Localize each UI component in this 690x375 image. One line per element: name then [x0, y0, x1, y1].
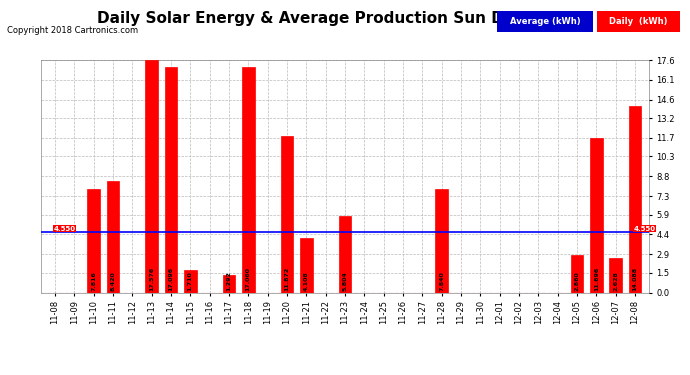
Bar — [281, 136, 293, 292]
Bar — [571, 255, 583, 292]
Text: 17.060: 17.060 — [246, 267, 250, 291]
Bar — [165, 67, 177, 292]
Bar — [590, 138, 602, 292]
Text: 11.696: 11.696 — [594, 267, 599, 291]
Text: 4.108: 4.108 — [304, 272, 309, 291]
Text: 5.804: 5.804 — [342, 272, 348, 291]
Text: 1.710: 1.710 — [188, 272, 193, 291]
Text: Average (kWh): Average (kWh) — [510, 17, 580, 26]
Bar — [435, 189, 448, 292]
Bar — [242, 67, 255, 292]
Bar — [184, 270, 197, 292]
Bar — [146, 60, 158, 292]
Text: 4.550: 4.550 — [633, 226, 656, 232]
Bar — [107, 181, 119, 292]
Bar — [300, 238, 313, 292]
Text: 17.576: 17.576 — [149, 267, 154, 291]
Bar — [629, 106, 641, 292]
Text: 7.840: 7.840 — [440, 272, 444, 291]
Text: 1.292: 1.292 — [226, 271, 231, 291]
Text: 8.420: 8.420 — [110, 272, 115, 291]
Text: Daily Solar Energy & Average Production Sun Dec 9 16:23: Daily Solar Energy & Average Production … — [97, 11, 593, 26]
Text: 2.860: 2.860 — [575, 272, 580, 291]
Text: 14.088: 14.088 — [633, 267, 638, 291]
Bar — [609, 258, 622, 292]
Text: Daily  (kWh): Daily (kWh) — [609, 17, 667, 26]
Text: 11.872: 11.872 — [284, 267, 290, 291]
Bar — [88, 189, 100, 292]
Text: 17.096: 17.096 — [168, 267, 173, 291]
Text: 4.550: 4.550 — [54, 226, 76, 232]
Text: 7.816: 7.816 — [91, 271, 96, 291]
Bar — [223, 275, 235, 292]
Text: 2.628: 2.628 — [613, 271, 618, 291]
Bar — [339, 216, 351, 292]
Text: Copyright 2018 Cartronics.com: Copyright 2018 Cartronics.com — [7, 26, 138, 35]
